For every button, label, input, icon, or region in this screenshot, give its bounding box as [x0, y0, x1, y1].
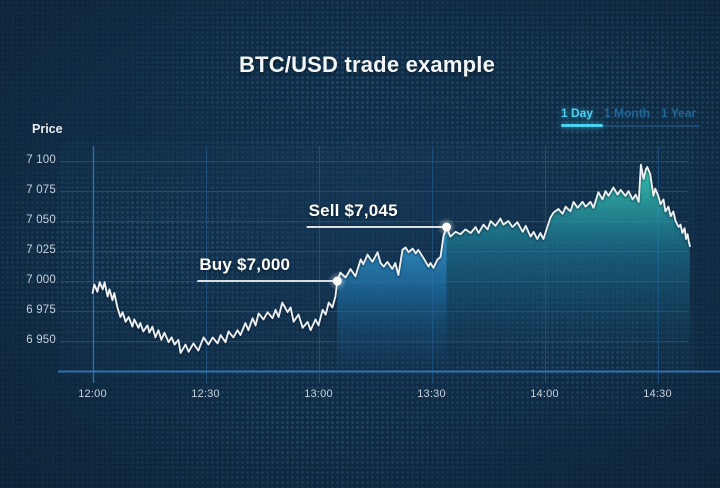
price-line: [91, 163, 691, 354]
active-tab-indicator: [561, 124, 603, 127]
y-tick-7050: 7 050: [26, 214, 56, 226]
y-tick-7100: 7 100: [26, 154, 56, 166]
tab-1-month[interactable]: 1 Month: [604, 106, 651, 120]
x-tick-14:00: 14:00: [530, 388, 559, 400]
x-tick-13:00: 13:00: [304, 388, 333, 400]
area-fill-after-sell: [446, 164, 690, 368]
area-fill-buy-to-sell: [337, 227, 447, 368]
sell-marker-dot: [442, 222, 452, 232]
page-title: BTC/USD trade example: [238, 52, 496, 77]
x-tick-12:00: 12:00: [78, 388, 107, 400]
tabs-underline: [561, 125, 700, 127]
price-line-group: [91, 163, 691, 354]
y-tick-7000: 7 000: [26, 274, 56, 286]
x-tick-14:30: 14:30: [643, 388, 672, 400]
buy-annotation-label: Buy $7,000: [199, 255, 291, 274]
sell-annotation-label: Sell $7,045: [308, 201, 398, 220]
x-tick-12:30: 12:30: [191, 388, 220, 400]
tab-1-day[interactable]: 1 Day: [561, 106, 594, 120]
y-tick-7025: 7 025: [26, 244, 56, 256]
y-tick-7075: 7 075: [26, 184, 56, 196]
y-tick-6975: 6 975: [26, 304, 56, 316]
x-tick-13:30: 13:30: [417, 388, 446, 400]
y-axis-title: Price: [32, 122, 63, 136]
time-range-tabs: 1 Day 1 Month 1 Year: [561, 106, 700, 128]
tab-1-year[interactable]: 1 Year: [661, 106, 697, 120]
buy-marker-dot: [332, 276, 342, 286]
y-tick-6950: 6 950: [26, 334, 56, 346]
trade-annotations: [197, 217, 457, 291]
